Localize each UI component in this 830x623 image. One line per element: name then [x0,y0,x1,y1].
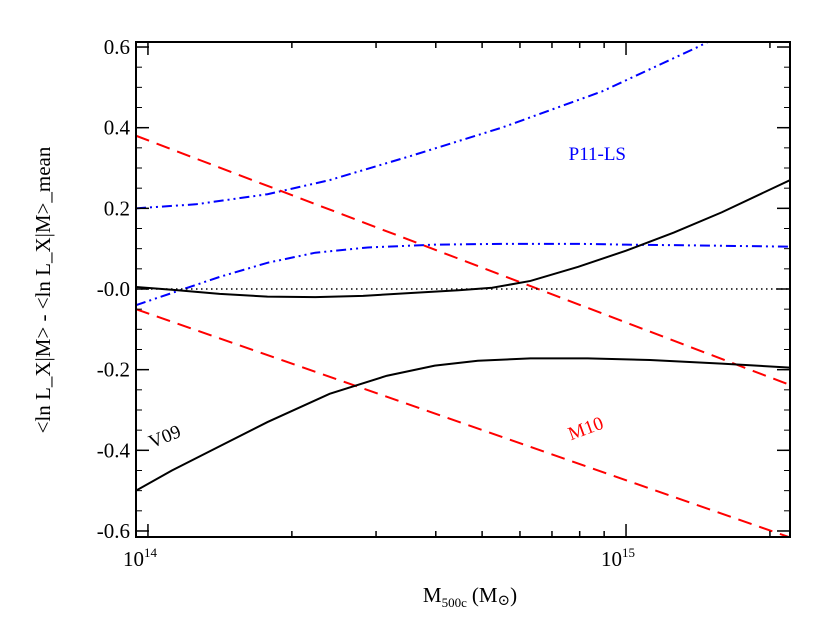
series-line-m10-lower [136,308,790,537]
y-tick-label: 0.2 [104,196,130,220]
x-axis-label: M500c (M⊙) [423,583,517,610]
y-tick-label: -0.4 [97,438,131,462]
y-tick-label: -0.6 [97,519,130,543]
annotation-m10: M10 [565,413,606,445]
series-line-p11-ls-lower [136,242,790,307]
y-axis-label: <ln L_X|M> - <ln L_X|M>_mean [31,146,55,433]
series-line-v09-lower [136,357,790,492]
y-tick-label: -0.2 [97,358,130,382]
annotation-p11-ls: P11-LS [569,144,626,165]
x-tick-label: 1014 [123,545,158,571]
y-tick-label: -0.0 [97,277,130,301]
series-line-p11-ls-upper [136,42,710,210]
x-tick-label: 1015 [601,545,635,571]
series-line-m10-upper [136,134,790,386]
annotation-v09: V09 [146,421,184,453]
y-tick-label: 0.6 [104,35,130,59]
y-tick-label: 0.4 [104,116,131,140]
sun-symbol: ⊙ [498,593,511,609]
series-line-v09-upper [136,179,790,299]
